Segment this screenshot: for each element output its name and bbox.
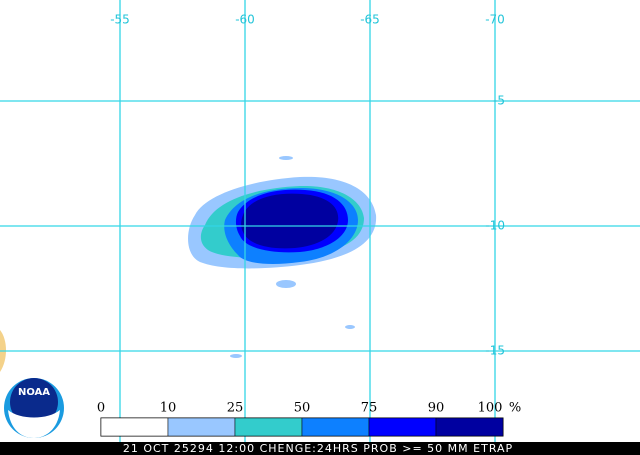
legend-label: 50 <box>294 401 311 416</box>
legend-label: 10 <box>160 401 177 416</box>
legend-swatch <box>368 417 437 437</box>
noaa-logo: NOAA <box>4 378 64 438</box>
legend-swatch <box>100 417 169 437</box>
legend-swatch <box>234 417 303 437</box>
legend-label: 75 <box>361 401 378 416</box>
lat-labels: -5 -10 -15 <box>485 94 505 358</box>
lat-label: -5 <box>493 94 505 108</box>
rain-blob <box>0 156 377 372</box>
lat-label: -15 <box>485 344 505 358</box>
legend-label: 100 <box>478 401 503 416</box>
caption: 21 OCT 25294 12:00 CHENGE:24HRS PROB >= … <box>123 442 513 455</box>
lon-labels: -55 -60 -65 -70 <box>110 13 505 27</box>
lon-label: -70 <box>485 13 505 27</box>
legend: 0 10 25 50 75 90 100 <box>97 401 504 437</box>
lon-label: -65 <box>360 13 380 27</box>
graticule <box>0 0 640 442</box>
legend-label: 25 <box>227 401 244 416</box>
lon-label: -55 <box>110 13 130 27</box>
legend-swatch <box>435 417 504 437</box>
legend-swatch <box>167 417 236 437</box>
legend-swatch <box>301 417 370 437</box>
lat-label: -10 <box>485 219 505 233</box>
legend-label: 0 <box>97 401 105 416</box>
caption-bar <box>0 442 640 455</box>
legend-unit: % <box>509 401 521 416</box>
lon-label: -60 <box>235 13 255 27</box>
legend-label: 90 <box>428 401 445 416</box>
logo-text: NOAA <box>18 387 50 398</box>
